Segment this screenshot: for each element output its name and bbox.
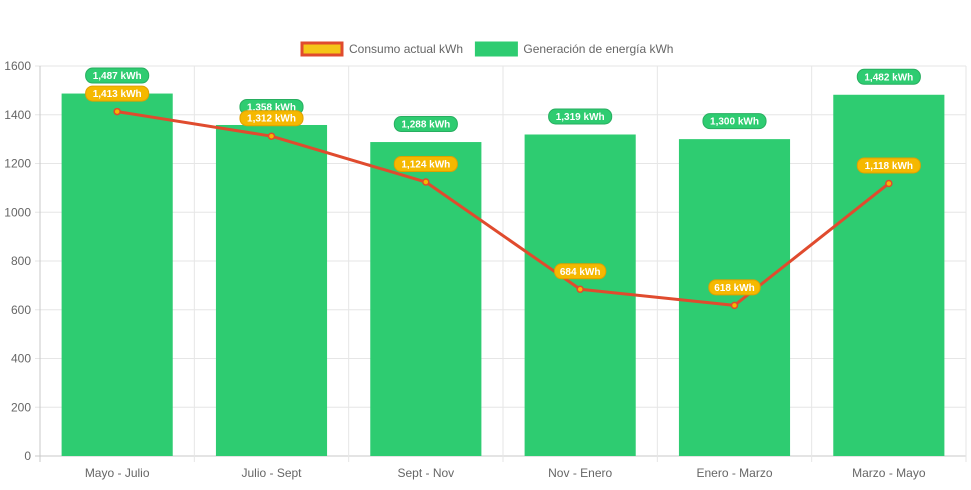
line-data-label: 684 kWh: [560, 267, 601, 278]
x-tick-label: Enero - Marzo: [696, 466, 772, 480]
bar-data-label-bg: [548, 108, 613, 125]
bar-data-label-bg: [856, 68, 921, 85]
x-tick-label: Marzo - Mayo: [852, 466, 926, 480]
bar[interactable]: [61, 93, 173, 456]
data-labels: 1,487 kWh 1,358 kWh 1,288 kWh 1,319 kWh 1,30…: [85, 67, 921, 296]
legend-item[interactable]: Consumo actual kWh: [300, 41, 463, 57]
bar-data-label-bg: [702, 113, 767, 130]
line-data-label-bg: [708, 279, 761, 296]
line-data-label-bg: [393, 156, 458, 173]
line-data-label: 1,312 kWh: [247, 114, 296, 125]
bar-data-label: 1,300 kWh: [710, 117, 759, 128]
bar-data-label: 1,358 kWh: [247, 102, 296, 113]
y-tick-label: 1200: [4, 157, 31, 171]
line-point[interactable]: [885, 179, 893, 188]
x-tick-label: Nov - Enero: [548, 466, 612, 480]
y-tick-label: 0: [24, 449, 31, 463]
bar[interactable]: [678, 139, 791, 456]
line-data-label: 1,413 kWh: [93, 89, 142, 100]
grid: [35, 65, 967, 462]
legend-swatch: [300, 41, 344, 57]
bar-data-label: 1,319 kWh: [556, 112, 605, 123]
bar-data-label: 1,288 kWh: [401, 120, 450, 131]
y-tick-label: 1600: [4, 59, 31, 73]
y-tick-label: 1000: [4, 205, 31, 219]
y-tick-label: 200: [11, 400, 31, 414]
line-point[interactable]: [267, 132, 276, 140]
bar-data-label: 1,482 kWh: [864, 72, 913, 83]
x-tick-label: Mayo - Julio: [85, 466, 150, 480]
line-data-label: 1,118 kWh: [865, 161, 913, 172]
bar[interactable]: [833, 94, 945, 456]
line-data-label-bg: [856, 157, 921, 174]
line-data-label-bg: [239, 110, 304, 127]
y-axis: 0 200 400 600 800 1000 1200 1400 1600: [4, 59, 31, 463]
bar-data-label: 1,487 kWh: [93, 71, 142, 82]
legend-swatch: [474, 41, 518, 57]
bar[interactable]: [524, 134, 636, 456]
y-tick-label: 1400: [4, 108, 31, 122]
line-data-label-bg: [85, 85, 150, 102]
x-tick-label: Sept - Nov: [397, 466, 454, 480]
y-tick-label: 600: [11, 303, 31, 317]
line-point[interactable]: [113, 107, 121, 116]
bar-data-label-bg: [85, 67, 150, 84]
bar-data-label-bg: [393, 116, 458, 133]
line-point[interactable]: [730, 301, 739, 310]
bar-series: [61, 93, 945, 457]
y-tick-label: 800: [11, 254, 31, 268]
legend-label: Consumo actual kWh: [349, 42, 463, 56]
bar[interactable]: [370, 142, 482, 457]
legend[interactable]: Consumo actual kWh Generación de energía …: [300, 41, 673, 57]
legend-item[interactable]: Generación de energía kWh: [474, 41, 673, 57]
x-tick-label: Julio - Sept: [241, 466, 302, 480]
line-point[interactable]: [576, 285, 584, 294]
legend-label: Generación de energía kWh: [523, 42, 673, 56]
line-point[interactable]: [422, 178, 430, 186]
line-data-label: 1,124 kWh: [401, 160, 450, 171]
line-data-label: 618 kWh: [714, 283, 755, 294]
bar[interactable]: [215, 124, 328, 457]
y-tick-label: 400: [11, 352, 31, 366]
x-axis: Mayo - Julio Julio - Sept Sept - Nov Nov - …: [85, 466, 926, 480]
line-data-label-bg: [554, 263, 607, 280]
